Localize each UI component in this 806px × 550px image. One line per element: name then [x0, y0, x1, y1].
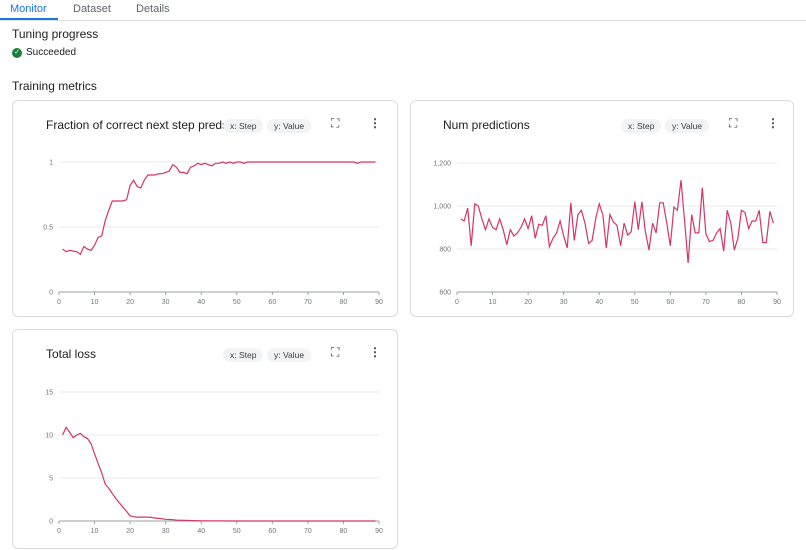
x-tick-label: 0 — [57, 299, 61, 306]
y-tick-label: 1,200 — [433, 161, 451, 168]
series-line — [62, 161, 376, 256]
x-axis-chip[interactable]: x: Step — [223, 119, 264, 133]
y-tick-label: 5 — [49, 476, 53, 483]
x-tick-label: 40 — [595, 299, 603, 306]
training-metrics-heading: Training metrics — [12, 79, 97, 93]
y-tick-label: 0 — [49, 290, 53, 297]
x-tick-label: 10 — [91, 528, 99, 535]
chart-card-fraction-correct: Fraction of correct next step preds x: S… — [12, 100, 398, 317]
x-tick-label: 90 — [375, 299, 383, 306]
y-axis-chip[interactable]: y: Value — [267, 348, 312, 362]
x-tick-label: 80 — [340, 299, 348, 306]
x-tick-label: 80 — [738, 299, 746, 306]
x-tick-label: 80 — [340, 528, 348, 535]
chart-title: Total loss — [46, 347, 97, 361]
x-tick-label: 50 — [631, 299, 639, 306]
tuning-progress-heading: Tuning progress — [12, 27, 99, 41]
x-tick-label: 60 — [666, 299, 674, 306]
tab-monitor[interactable]: Monitor — [10, 3, 47, 15]
line-chart: 00.510 10 20 30 40 50 60 70 80 90 — [43, 160, 383, 307]
chart-title: Num predictions — [443, 118, 530, 132]
line-chart: 600 800 1,000 1,200 0 10 20 30 40 50 60 70 80 90 — [433, 161, 781, 307]
x-tick-label: 0 — [57, 528, 61, 535]
x-tick-label: 30 — [560, 299, 568, 306]
chart-title: Fraction of correct next step preds — [46, 118, 229, 132]
series-line — [460, 180, 774, 264]
x-tick-label: 10 — [489, 299, 497, 306]
y-tick-label: 600 — [439, 290, 451, 297]
fullscreen-icon[interactable]: ⛶ — [331, 345, 340, 359]
more-vert-icon[interactable]: ⋮ — [767, 116, 779, 130]
status: ✓ Succeeded — [12, 47, 76, 58]
chart-card-num-predictions: Num predictions x: Step y: Value ⛶ ⋮ 600 8… — [410, 100, 794, 317]
x-tick-label: 50 — [233, 528, 241, 535]
x-axis-chip[interactable]: x: Step — [621, 119, 662, 133]
tab-bar: Monitor Dataset Details — [0, 0, 806, 21]
x-tick-label: 20 — [126, 528, 134, 535]
x-tick-label: 40 — [197, 299, 205, 306]
chart-card-total-loss: Total loss x: Step y: Value ⛶ ⋮ 0 5 10 15 0 10… — [12, 329, 398, 549]
x-tick-label: 30 — [162, 528, 170, 535]
y-tick-label: 1,000 — [433, 204, 451, 211]
y-tick-label: 800 — [439, 247, 451, 254]
line-chart: 0 5 10 15 0 10 20 30 40 50 60 70 80 90 — [45, 390, 383, 536]
x-tick-label: 90 — [375, 528, 383, 535]
x-tick-label: 50 — [233, 299, 241, 306]
y-axis-chip[interactable]: y: Value — [665, 119, 710, 133]
x-tick-label: 70 — [304, 299, 312, 306]
x-tick-label: 40 — [197, 528, 205, 535]
x-tick-label: 20 — [126, 299, 134, 306]
x-tick-label: 0 — [455, 299, 459, 306]
check-circle-icon: ✓ — [12, 47, 22, 58]
more-vert-icon[interactable]: ⋮ — [369, 116, 381, 130]
y-tick-label: 10 — [45, 433, 53, 440]
more-vert-icon[interactable]: ⋮ — [369, 345, 381, 359]
x-tick-label: 10 — [91, 299, 99, 306]
tab-details[interactable]: Details — [136, 3, 170, 15]
series-line — [62, 426, 376, 522]
x-tick-label: 20 — [524, 299, 532, 306]
fullscreen-icon[interactable]: ⛶ — [331, 116, 340, 130]
y-tick-label: 0 — [49, 519, 53, 526]
x-tick-label: 30 — [162, 299, 170, 306]
x-axis-chip[interactable]: x: Step — [223, 348, 264, 362]
fullscreen-icon[interactable]: ⛶ — [729, 116, 738, 130]
x-tick-label: 70 — [304, 528, 312, 535]
tab-dataset[interactable]: Dataset — [73, 3, 111, 15]
x-tick-label: 60 — [268, 299, 276, 306]
status-text: Succeeded — [26, 47, 77, 58]
x-tick-label: 70 — [702, 299, 710, 306]
y-tick-label: 0.5 — [43, 225, 53, 232]
x-tick-label: 60 — [268, 528, 276, 535]
y-tick-label: 1 — [49, 160, 53, 167]
x-tick-label: 90 — [773, 299, 781, 306]
active-tab-indicator — [0, 18, 58, 20]
y-tick-label: 15 — [45, 390, 53, 397]
y-axis-chip[interactable]: y: Value — [267, 119, 312, 133]
